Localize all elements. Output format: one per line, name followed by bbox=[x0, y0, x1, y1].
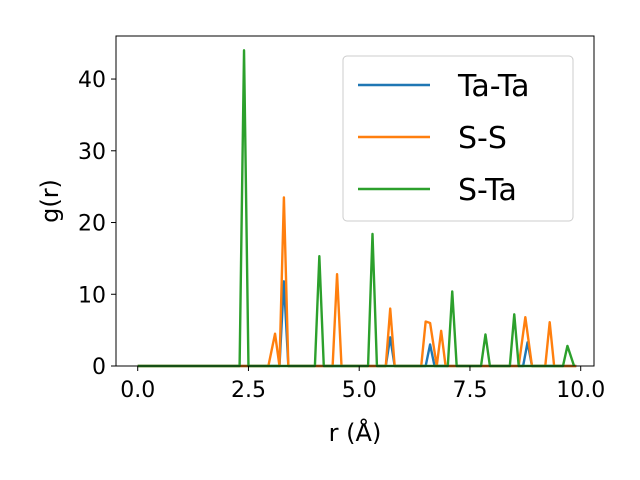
legend-box bbox=[342, 55, 574, 222]
y-tick-label: 20 bbox=[78, 212, 106, 237]
plot-frame bbox=[115, 35, 595, 367]
x-tick-label: 0.0 bbox=[120, 378, 155, 403]
y-tick-label: 40 bbox=[78, 68, 106, 93]
y-tick-label: 10 bbox=[78, 283, 106, 308]
legend: Ta-Ta S-S S-Ta bbox=[342, 55, 574, 222]
x-axis-label: r (Å) bbox=[329, 418, 382, 447]
legend-label-ta-ta: Ta-Ta bbox=[457, 69, 530, 104]
y-tick-label: 0 bbox=[92, 355, 106, 380]
x-tick-label: 2.5 bbox=[231, 378, 266, 403]
y-axis-label: g(r) bbox=[36, 179, 64, 223]
x-axis-ticks: 0.0 2.5 5.0 7.5 10.0 bbox=[120, 366, 605, 403]
x-tick-label: 7.5 bbox=[452, 378, 487, 403]
x-tick-label: 10.0 bbox=[556, 378, 605, 403]
y-axis-ticks: 0 10 20 30 40 bbox=[78, 68, 116, 380]
y-tick-label: 30 bbox=[78, 140, 106, 165]
legend-label-s-ta: S-Ta bbox=[458, 173, 517, 208]
x-tick-label: 5.0 bbox=[342, 378, 377, 403]
legend-label-s-s: S-S bbox=[458, 121, 507, 156]
